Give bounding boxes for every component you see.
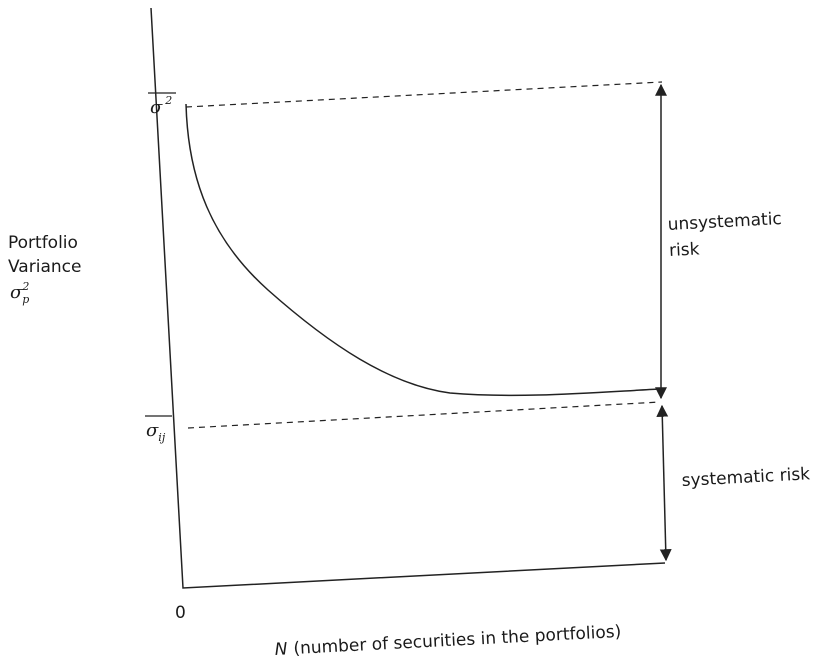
bracket-label: risk	[669, 239, 701, 261]
bracket-label: unsystematic	[667, 209, 782, 235]
level-label: σij	[146, 420, 166, 444]
y-axis-symbol: σp2	[10, 280, 29, 306]
x-axis-label: N (number of securities in the portfolios…	[274, 622, 622, 660]
y-axis-label: Portfolio	[8, 233, 78, 253]
bracket-label: systematic risk	[681, 464, 810, 491]
variance-curve	[185, 103, 661, 397]
total-variance-line	[185, 81, 663, 108]
y-axis-label: Variance	[8, 257, 81, 277]
systematic-arrow	[656, 404, 672, 562]
axes	[150, 7, 666, 589]
covariance-line	[187, 401, 661, 429]
origin-label: 0	[175, 603, 186, 623]
